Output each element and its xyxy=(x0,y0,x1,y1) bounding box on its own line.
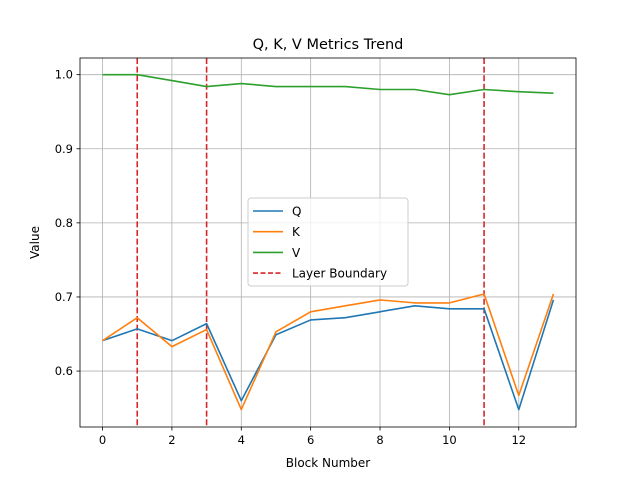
legend-label-k: K xyxy=(292,225,301,239)
y-tick-label: 0.8 xyxy=(55,216,73,230)
y-axis-label: Value xyxy=(28,226,42,259)
x-tick-label: 10 xyxy=(442,433,457,447)
legend-label-layer-boundary: Layer Boundary xyxy=(292,267,387,281)
chart-title: Q, K, V Metrics Trend xyxy=(253,37,404,53)
legend: QKV Layer Boundary xyxy=(247,197,409,287)
series-line-v xyxy=(102,73,554,96)
legend-label-v: V xyxy=(292,246,301,260)
legend-box xyxy=(247,197,409,287)
legend-label-q: Q xyxy=(292,205,301,219)
y-tick-label: 0.6 xyxy=(55,364,73,378)
x-tick-label: 12 xyxy=(511,433,526,447)
layer-boundaries xyxy=(136,58,485,427)
x-tick-label: 6 xyxy=(307,433,314,447)
series-line-q xyxy=(102,299,555,411)
x-tick-label: 0 xyxy=(99,433,106,447)
x-tick-label: 4 xyxy=(238,433,245,447)
x-axis-ticks: 0 2 4 6 8 10 12 xyxy=(99,427,526,447)
y-tick-label: 0.7 xyxy=(55,290,73,304)
series-lines xyxy=(102,73,555,411)
x-axis-label: Block Number xyxy=(286,456,371,470)
y-axis-ticks: 0.6 0.7 0.8 0.9 1.0 xyxy=(55,68,80,378)
x-tick-label: 2 xyxy=(168,433,175,447)
series-line-k xyxy=(102,293,555,411)
x-tick-label: 8 xyxy=(376,433,383,447)
y-tick-label: 0.9 xyxy=(55,142,73,156)
plot-frame xyxy=(79,57,577,428)
y-tick-label: 1.0 xyxy=(55,68,73,82)
